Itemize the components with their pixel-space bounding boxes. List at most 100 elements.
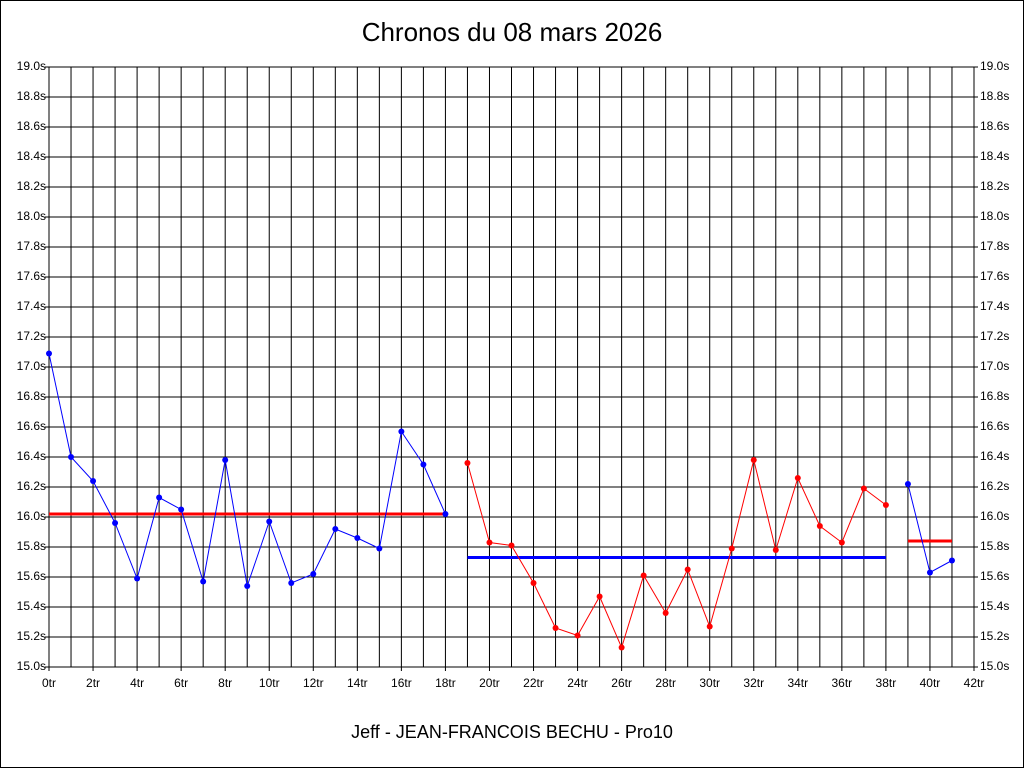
data-point bbox=[530, 580, 537, 586]
x-tick-label: 2tr bbox=[86, 676, 100, 690]
x-tick-label: 42tr bbox=[964, 676, 985, 690]
y-tick-label: 15.4s bbox=[17, 599, 46, 613]
y2-tick-label: 17.6s bbox=[980, 269, 1009, 283]
data-point bbox=[134, 575, 141, 582]
data-point bbox=[904, 481, 911, 487]
data-point bbox=[838, 539, 845, 546]
data-point bbox=[948, 557, 955, 564]
data-point bbox=[398, 428, 405, 435]
y-tick-label: 17.0s bbox=[17, 359, 46, 373]
y-tick-label: 15.8s bbox=[17, 539, 46, 553]
data-point bbox=[332, 526, 339, 532]
y2-tick-label: 16.4s bbox=[980, 449, 1009, 463]
series-line bbox=[466, 459, 887, 649]
footer-label: Jeff - JEAN-FRANCOIS BECHU - Pro10 bbox=[351, 722, 673, 742]
data-point bbox=[574, 632, 581, 639]
y2-tick-label: 16.0s bbox=[980, 509, 1009, 523]
x-tick-label: 18tr bbox=[435, 676, 456, 690]
y-tick-label: 15.6s bbox=[17, 569, 46, 583]
data-point bbox=[728, 545, 735, 552]
data-point bbox=[706, 623, 713, 630]
y-tick-label: 16.6s bbox=[17, 419, 46, 433]
data-point bbox=[156, 494, 163, 501]
y-tick-label: 15.2s bbox=[17, 629, 46, 643]
y-tick-label: 18.4s bbox=[17, 149, 46, 163]
y2-tick-label: 18.4s bbox=[980, 149, 1009, 163]
data-point bbox=[596, 593, 603, 600]
y-tick-label: 15.0s bbox=[17, 659, 46, 673]
y2-tick-label: 18.0s bbox=[980, 209, 1009, 223]
data-point bbox=[926, 569, 933, 576]
x-tick-label: 10tr bbox=[259, 676, 280, 690]
y2-tick-label: 17.2s bbox=[980, 329, 1009, 343]
data-point bbox=[376, 545, 383, 552]
y2-tick-label: 15.4s bbox=[980, 599, 1009, 613]
y-tick-label: 17.2s bbox=[17, 329, 46, 343]
data-point bbox=[46, 350, 52, 357]
data-point bbox=[684, 566, 691, 573]
x-tick-label: 34tr bbox=[787, 676, 808, 690]
y2-tick-label: 15.0s bbox=[980, 659, 1009, 673]
data-point bbox=[464, 460, 471, 466]
data-point bbox=[244, 583, 251, 589]
x-tick-label: 8tr bbox=[218, 676, 232, 690]
y2-tick-label: 18.6s bbox=[980, 119, 1009, 133]
x-tick-label: 30tr bbox=[699, 676, 720, 690]
data-point bbox=[750, 457, 757, 463]
y2-tick-label: 18.8s bbox=[980, 89, 1009, 103]
data-point bbox=[508, 542, 515, 549]
x-tick-label: 4tr bbox=[130, 676, 144, 690]
x-tick-label: 16tr bbox=[391, 676, 412, 690]
y2-tick-label: 17.4s bbox=[980, 299, 1009, 313]
chart-title: Chronos du 08 mars 2026 bbox=[362, 17, 663, 47]
x-tick-label: 28tr bbox=[655, 676, 676, 690]
data-point bbox=[354, 535, 361, 541]
x-tick-label: 22tr bbox=[523, 676, 544, 690]
x-tick-label: 6tr bbox=[174, 676, 188, 690]
y2-tick-label: 17.0s bbox=[980, 359, 1009, 373]
y-tick-label: 17.8s bbox=[17, 239, 46, 253]
data-point bbox=[794, 475, 801, 481]
data-point bbox=[266, 518, 273, 525]
y-tick-label: 16.2s bbox=[17, 479, 46, 493]
x-tick-label: 32tr bbox=[743, 676, 764, 690]
data-point bbox=[68, 454, 75, 460]
data-point bbox=[816, 523, 823, 529]
x-tick-label: 40tr bbox=[920, 676, 941, 690]
y-tick-label: 16.4s bbox=[17, 449, 46, 463]
y-tick-label: 16.0s bbox=[17, 509, 46, 523]
y-tick-label: 16.8s bbox=[17, 389, 46, 403]
data-point bbox=[618, 644, 625, 651]
y2-tick-label: 15.8s bbox=[980, 539, 1009, 553]
data-point bbox=[112, 520, 119, 526]
data-point bbox=[442, 511, 449, 517]
data-point bbox=[772, 547, 779, 553]
y-tick-label: 18.2s bbox=[17, 179, 46, 193]
x-tick-label: 12tr bbox=[303, 676, 324, 690]
y-tick-label: 18.0s bbox=[17, 209, 46, 223]
data-point bbox=[310, 571, 317, 577]
data-point bbox=[420, 461, 427, 468]
data-point bbox=[552, 625, 559, 631]
data-point bbox=[640, 572, 647, 579]
y2-tick-label: 15.6s bbox=[980, 569, 1009, 583]
y-tick-label: 19.0s bbox=[17, 59, 46, 73]
x-tick-label: 26tr bbox=[611, 676, 632, 690]
y-tick-label: 17.4s bbox=[17, 299, 46, 313]
y2-tick-label: 15.2s bbox=[980, 629, 1009, 643]
x-tick-label: 24tr bbox=[567, 676, 588, 690]
x-tick-label: 20tr bbox=[479, 676, 500, 690]
data-point bbox=[486, 539, 493, 546]
x-tick-label: 0tr bbox=[42, 676, 56, 690]
data-point bbox=[200, 578, 207, 585]
data-point bbox=[662, 610, 669, 616]
y-tick-label: 18.8s bbox=[17, 89, 46, 103]
plot-border bbox=[48, 66, 975, 668]
y-tick-label: 17.6s bbox=[17, 269, 46, 283]
y2-tick-label: 18.2s bbox=[980, 179, 1009, 193]
y2-tick-label: 16.6s bbox=[980, 419, 1009, 433]
y2-tick-label: 17.8s bbox=[980, 239, 1009, 253]
y2-tick-label: 16.2s bbox=[980, 479, 1009, 493]
x-tick-label: 38tr bbox=[876, 676, 897, 690]
